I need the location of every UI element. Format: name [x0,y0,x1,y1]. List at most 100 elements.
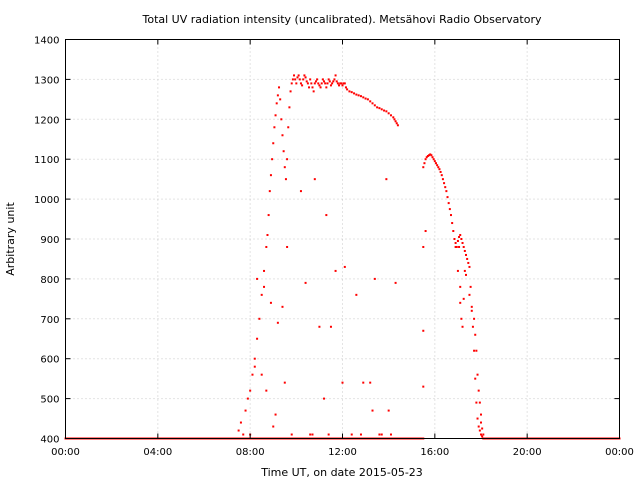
x-tick-label: 20:00 [513,447,542,458]
data-point [476,373,479,376]
data-point [267,214,270,217]
data-point [321,78,324,81]
data-point [320,82,323,85]
data-point [428,154,431,157]
data-point [312,90,315,93]
data-point [355,93,358,96]
data-point [304,76,307,79]
data-point [434,162,437,165]
data-point [302,78,305,81]
data-point [335,80,338,83]
data-point [263,269,266,272]
data-point [336,82,339,85]
data-point [478,429,481,432]
data-point [470,305,473,308]
data-point [422,166,425,169]
data-point [426,155,429,158]
data-point [332,80,335,83]
data-point [334,74,337,77]
data-point [344,86,347,89]
data-point [318,84,321,87]
data-point [440,174,443,177]
data-point [331,82,334,85]
data-point [438,168,441,171]
x-axis-label: Time UT, on date 2015-05-23 [260,466,423,479]
data-point [237,429,240,432]
data-point [281,134,284,137]
data-point [348,90,351,93]
y-tick-label: 800 [40,275,59,286]
grid-lines [65,39,620,439]
data-point [371,409,374,412]
data-point [371,102,374,105]
data-point [328,80,331,83]
data-point [396,124,399,127]
data-point [265,389,268,392]
data-point [462,245,465,248]
data-point [244,409,247,412]
data-point [448,208,451,211]
data-point [449,214,452,217]
data-point [474,333,477,336]
data-point [436,164,439,167]
data-point [380,433,383,436]
data-point [299,190,302,193]
y-tick-label: 1000 [34,195,59,206]
data-point [477,389,480,392]
data-point [424,158,427,161]
data-point [282,150,285,153]
y-tick-label: 1200 [34,115,59,126]
data-point [353,92,356,95]
data-point [460,317,463,320]
data-point [454,241,457,244]
y-tick-label: 1300 [34,75,59,86]
x-tick-label: 00:00 [605,447,634,458]
data-point [272,425,275,428]
y-tick-label: 1400 [34,36,59,47]
data-point [253,365,256,368]
data-point [314,80,317,83]
x-tick-labels: 00:00 04:00 08:00 12:00 16:00 20:00 00:00 [51,447,634,458]
data-point [290,433,293,436]
data-point [313,82,316,85]
data-point [476,417,479,420]
data-point [308,86,311,89]
data-point [387,112,390,115]
data-point [295,82,298,85]
data-point [429,153,432,156]
data-point [423,162,426,165]
data-point [480,421,482,424]
data-point [339,82,342,85]
data-point [447,202,450,205]
data-point [350,91,353,94]
data-point [269,174,272,177]
data-point [387,409,390,412]
data-point [333,78,336,81]
data-point [265,245,268,248]
data-point [478,401,481,404]
data-point [443,182,446,185]
data-point [327,433,330,436]
data-point [475,349,478,352]
data-point [359,95,362,98]
data-point [425,156,428,159]
data-point [341,381,344,384]
axis-ticks [65,39,620,439]
data-point [458,236,461,238]
data-point [275,102,278,105]
data-point [359,433,362,436]
data-point [334,269,337,272]
data-point [323,80,326,83]
data-point [350,433,353,436]
data-point [468,265,471,268]
data-point [323,397,326,400]
data-point [451,222,454,225]
data-point [482,433,485,436]
data-point [266,234,269,237]
data-point [341,84,344,87]
data-point [280,118,283,121]
data-point [380,108,383,111]
data-point [329,325,332,328]
data-point [246,397,249,400]
data-point [385,178,388,181]
